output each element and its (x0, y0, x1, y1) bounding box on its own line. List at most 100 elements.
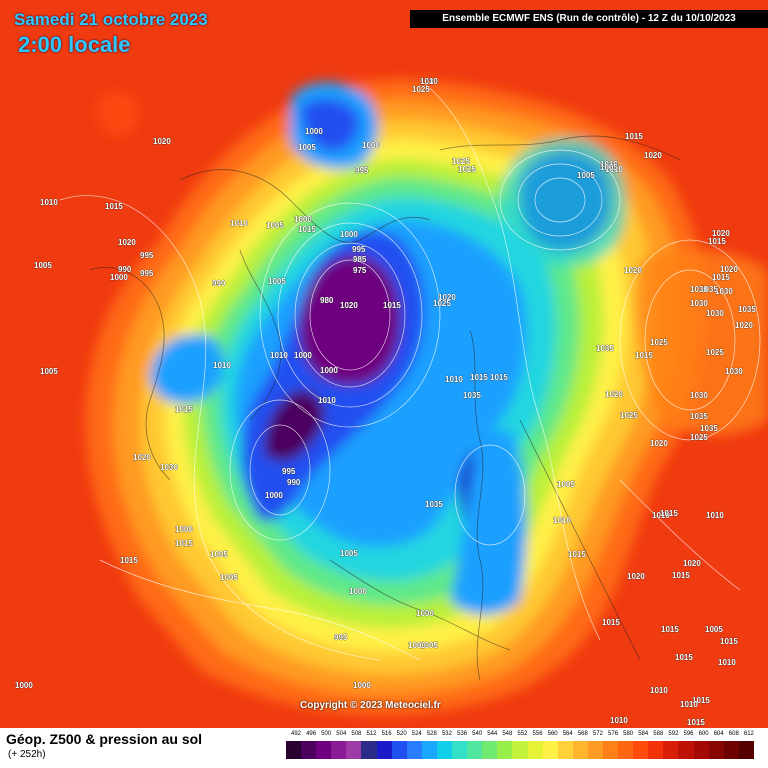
scale-label: 508 (351, 731, 362, 737)
scale-swatch (421, 741, 437, 759)
pressure-label: 1020 (624, 266, 642, 275)
pressure-label: 1015 (120, 556, 138, 565)
pressure-label: 1020 (650, 439, 668, 448)
pressure-label: 1010 (680, 700, 698, 709)
pressure-label: 1010 (652, 511, 670, 520)
pressure-label: 1010 (605, 165, 623, 174)
pressure-label: 995 (352, 245, 366, 254)
pressure-label: 1020 (438, 293, 456, 302)
scale-swatch (572, 741, 588, 759)
pressure-label: 1030 (690, 285, 708, 294)
pressure-label: 1025 (620, 411, 638, 420)
pressure-label: 1000 (408, 641, 426, 650)
pressure-label: 1015 (661, 625, 679, 634)
scale-label: 580 (623, 731, 634, 737)
pressure-label: 1010 (420, 77, 438, 86)
pressure-label: 1025 (412, 85, 430, 94)
pressure-label: 1030 (690, 391, 708, 400)
pressure-label: 1020 (735, 321, 753, 330)
scale-label: 556 (532, 731, 543, 737)
pressure-label: 1005 (40, 367, 58, 376)
pressure-label: 1005 (266, 221, 284, 230)
pressure-label: 1020 (133, 453, 151, 462)
pressure-label: 1010 (706, 511, 724, 520)
scale-swatch (648, 741, 664, 759)
scale-swatch (376, 741, 392, 759)
pressure-label: 1030 (420, 77, 438, 86)
pressure-label: 1010 (40, 198, 58, 207)
pressure-label: 1015 (660, 509, 678, 518)
pressure-label: 1005 (210, 550, 228, 559)
scale-swatch (678, 741, 694, 759)
pressure-label: 990 (287, 478, 301, 487)
pressure-label: 995 (334, 633, 348, 642)
scale-swatch (406, 741, 422, 759)
pressure-label: 1030 (160, 463, 178, 472)
pressure-label: 1000 (353, 681, 371, 690)
pressure-label: 985 (353, 255, 367, 264)
scale-label: 576 (608, 731, 619, 737)
pressure-label: 1025 (650, 338, 668, 347)
pressure-label: 1015 (635, 351, 653, 360)
pressure-label: 1010 (600, 160, 618, 169)
scale-swatch (618, 741, 634, 759)
scale-label: 600 (698, 731, 709, 737)
scale-swatch (316, 741, 332, 759)
scale-label: 592 (668, 731, 679, 737)
scale-swatch (467, 741, 483, 759)
pressure-label: 1015 (708, 237, 726, 246)
pressure-label: 1025 (458, 165, 476, 174)
pressure-label: 1000 (15, 681, 33, 690)
scale-label: 564 (562, 731, 573, 737)
pressure-label: 1030 (706, 309, 724, 318)
scale-swatch (557, 741, 573, 759)
scale-swatch (497, 741, 513, 759)
pressure-label: 1020 (605, 390, 623, 399)
coastlines (89, 135, 681, 681)
pressure-label: 995 (140, 269, 154, 278)
chart-title: Géop. Z500 & pression au sol (6, 731, 203, 747)
geopotential-field (85, 79, 768, 715)
copyright-text: Copyright © 2023 Meteociel.fr (300, 700, 441, 711)
pressure-label: 1010 (445, 375, 463, 384)
pressure-label: 1015 (602, 618, 620, 627)
pressure-label: 1020 (644, 151, 662, 160)
pressure-label: 1000 (110, 273, 128, 282)
pressure-label: 1020 (340, 301, 358, 310)
pressure-label: 1015 (470, 373, 488, 382)
pressure-label: 1005 (298, 143, 316, 152)
scale-label: 560 (547, 731, 558, 737)
pressure-label: 1005 (557, 480, 575, 489)
pressure-label: 1000 (320, 366, 338, 375)
scale-swatch (301, 741, 317, 759)
scale-swatch (286, 741, 302, 759)
pressure-label: 1005 (705, 625, 723, 634)
pressure-label: 1005 (34, 261, 52, 270)
scale-label: 604 (713, 731, 724, 737)
scale-swatch (633, 741, 649, 759)
scale-swatch (452, 741, 468, 759)
pressure-label: 1025 (706, 348, 724, 357)
scale-swatch (738, 741, 754, 759)
scale-swatch (602, 741, 619, 759)
pressure-label: 1000 (416, 609, 434, 618)
scale-swatch (482, 741, 498, 759)
isobars (59, 79, 761, 661)
scale-swatch (663, 741, 679, 759)
pressure-label: 1005 (220, 573, 238, 582)
color-scale-bar (286, 741, 754, 759)
pressure-label: 1010 (230, 219, 248, 228)
scale-swatch (346, 741, 362, 759)
scale-swatch (512, 741, 528, 759)
pressure-label: 1005 (600, 163, 618, 172)
pressure-label: 975 (353, 266, 367, 275)
scale-label: 572 (592, 731, 603, 737)
pressure-label: 1010 (270, 351, 288, 360)
scale-swatch (436, 741, 453, 759)
pressure-label: 1035 (690, 412, 708, 421)
pressure-label: 1015 (720, 637, 738, 646)
pressure-label: 1005 (340, 549, 358, 558)
pressure-label: 1015 (298, 225, 316, 234)
legend-footer: Géop. Z500 & pression au sol (+ 252h) 49… (0, 728, 768, 768)
